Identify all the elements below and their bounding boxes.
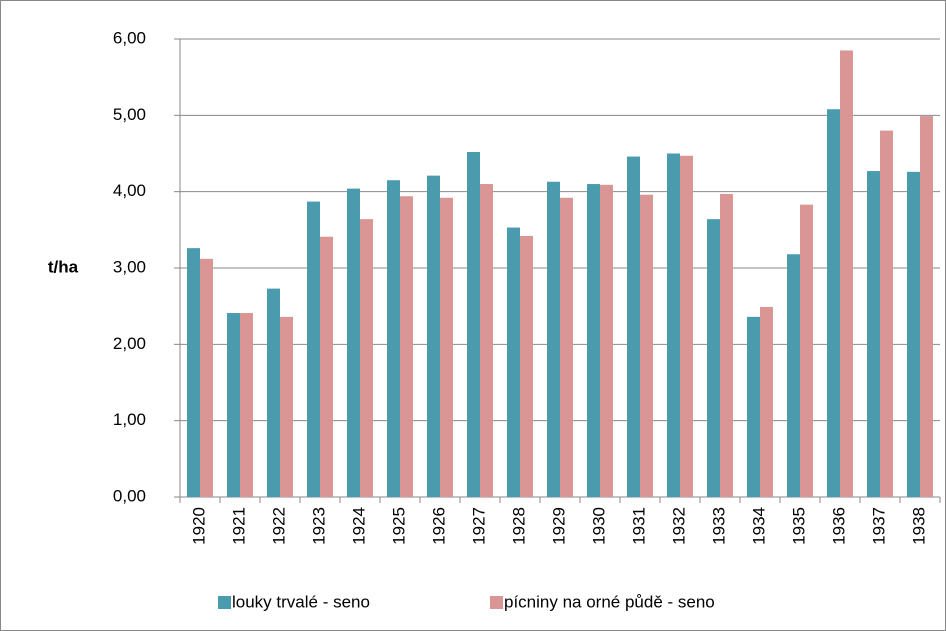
y-tick-label: 6,00 <box>113 28 146 47</box>
y-tick-label: 4,00 <box>113 181 146 200</box>
bar <box>867 171 880 497</box>
bar <box>800 204 813 498</box>
bar <box>240 313 253 497</box>
bar <box>400 196 413 497</box>
x-tick-label: 1924 <box>349 507 368 545</box>
y-tick-label: 1,00 <box>113 410 146 429</box>
y-tick-label: 2,00 <box>113 334 146 353</box>
y-tick-label: 5,00 <box>113 105 146 124</box>
y-axis-label: t/ha <box>48 257 79 276</box>
bar <box>667 153 680 497</box>
bar <box>707 219 720 497</box>
legend-swatch <box>490 596 503 609</box>
bar <box>827 109 840 497</box>
bar <box>840 50 853 497</box>
x-tick-label: 1925 <box>389 507 408 545</box>
bar <box>227 313 240 497</box>
bar <box>280 316 293 497</box>
bar <box>267 288 280 497</box>
x-tick-label: 1935 <box>789 507 808 545</box>
bar <box>360 219 373 497</box>
bar <box>440 197 453 498</box>
bar <box>640 194 653 497</box>
bar <box>200 258 213 497</box>
bar <box>560 197 573 498</box>
x-tick-label: 1927 <box>469 507 488 545</box>
bar <box>587 184 600 498</box>
bar <box>907 171 920 497</box>
bar <box>467 151 480 497</box>
x-tick-label: 1930 <box>589 507 608 545</box>
x-tick-label: 1936 <box>829 507 848 545</box>
y-tick-label: 3,00 <box>113 257 146 276</box>
bar <box>187 248 200 497</box>
x-tick-label: 1931 <box>629 507 648 545</box>
bar <box>427 175 440 498</box>
bar <box>627 156 640 497</box>
bar <box>600 184 613 497</box>
legend-swatch <box>218 596 231 609</box>
bar <box>307 201 320 497</box>
bar <box>387 180 400 497</box>
bar <box>880 130 893 497</box>
x-tick-label: 1933 <box>709 507 728 545</box>
x-tick-label: 1934 <box>749 507 768 545</box>
x-tick-label: 1923 <box>309 507 328 545</box>
x-tick-label: 1932 <box>669 507 688 545</box>
x-tick-label: 1922 <box>269 507 288 545</box>
bar <box>920 116 933 497</box>
x-tick-label: 1920 <box>189 507 208 545</box>
x-tick-label: 1926 <box>429 507 448 545</box>
x-tick-label: 1921 <box>229 507 248 545</box>
bar <box>480 184 493 498</box>
bar <box>507 227 520 497</box>
bar <box>720 193 733 497</box>
y-tick-label: 0,00 <box>113 486 146 505</box>
x-tick-label: 1929 <box>549 507 568 545</box>
bar <box>347 188 360 497</box>
bar <box>760 306 773 497</box>
x-tick-label: 1938 <box>909 507 928 545</box>
bar <box>747 316 760 497</box>
bar <box>680 155 693 498</box>
bar <box>787 254 800 497</box>
bar <box>547 181 560 497</box>
x-tick-label: 1928 <box>509 507 528 545</box>
x-tick-label: 1937 <box>869 507 888 545</box>
bar <box>520 235 533 497</box>
bar <box>320 236 333 497</box>
legend-label: pícniny na orné půdě - seno <box>504 592 715 611</box>
legend-label: louky trvalé - seno <box>232 592 370 611</box>
